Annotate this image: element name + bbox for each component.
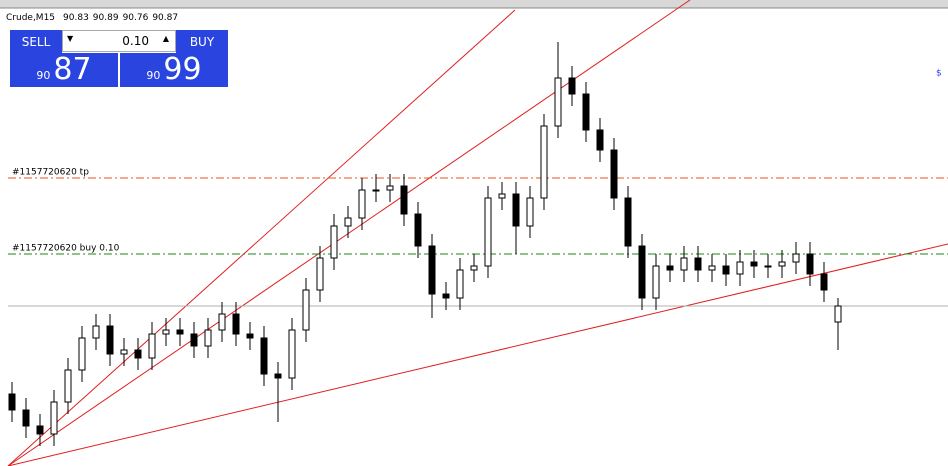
symbol: Crude,M15 (6, 13, 55, 23)
candle-body (610, 149, 618, 199)
candle-body (64, 369, 72, 403)
candle-body (246, 333, 254, 339)
order-label: #1157720620 tp (12, 168, 89, 178)
order-label: #1157720620 buy 0.10 (12, 244, 120, 254)
candle-body (680, 257, 688, 271)
candle-body (778, 261, 786, 267)
buy-price[interactable]: 90 99 (120, 53, 228, 87)
toolbar (0, 0, 948, 8)
candle-body (484, 197, 492, 267)
candle-body (554, 77, 562, 127)
candle-body (344, 217, 352, 227)
candle-body (694, 257, 702, 271)
lot-value: 0.10 (122, 34, 149, 48)
ohlc-value: 90.89 (93, 13, 119, 23)
candle-body (652, 265, 660, 299)
price-prefix: 90 (36, 69, 51, 82)
candle-body (806, 253, 814, 275)
sell-price[interactable]: 90 87 (10, 53, 118, 87)
trend-line (7, 243, 948, 466)
candle-body (834, 305, 842, 323)
candle-body (232, 313, 240, 335)
candle-body (218, 313, 226, 331)
candle-body (330, 225, 338, 259)
candle-body (148, 333, 156, 359)
candle-body (526, 197, 534, 227)
candle-body (316, 257, 324, 291)
candle-body (22, 409, 30, 427)
candle-body (204, 329, 212, 347)
candle-body (820, 273, 828, 291)
candle-body (624, 197, 632, 247)
trend-line (7, 9, 516, 466)
candle-body (358, 189, 366, 219)
candle-body (400, 185, 408, 215)
expert-icon[interactable]: $ (936, 69, 942, 79)
sell-button[interactable]: SELL (10, 30, 62, 53)
candle-body (750, 261, 758, 267)
candle-body (134, 349, 142, 359)
candle-body (596, 129, 604, 151)
candle-body (176, 329, 184, 335)
candle-body (372, 189, 380, 192)
lot-down[interactable]: ▼ (67, 34, 74, 43)
candle-body (50, 401, 58, 435)
ohlc-value: 90.87 (152, 13, 178, 23)
candle-body (78, 337, 86, 371)
candle-body (428, 245, 436, 295)
candle-body (442, 293, 450, 299)
candle-body (274, 373, 282, 379)
candle-body (106, 325, 114, 355)
price-pips: 99 (163, 52, 202, 87)
trend-line (7, 0, 691, 466)
candle-body (190, 333, 198, 347)
buy-button[interactable]: BUY (176, 30, 228, 53)
candle-body (708, 265, 716, 271)
ohlc-value: 90.83 (63, 13, 89, 23)
trade-panel: SELL ▼ 0.10 ▲ BUY 90 87 90 99 (10, 30, 228, 87)
candle-body (582, 93, 590, 131)
candle-body (302, 289, 310, 331)
candle-body (722, 265, 730, 275)
price-pips: 87 (53, 52, 92, 87)
candle-body (470, 265, 478, 271)
candle-body (288, 329, 296, 379)
candle-body (120, 349, 128, 355)
candle-body (92, 325, 100, 339)
candle-body (792, 253, 800, 263)
candle-body (456, 269, 464, 299)
candle-body (162, 329, 170, 335)
candle-body (36, 425, 44, 435)
candle-body (540, 125, 548, 199)
candle-body (512, 193, 520, 227)
lot-up[interactable]: ▲ (162, 34, 169, 43)
lot-field[interactable]: ▼ 0.10 ▲ (62, 30, 176, 52)
candle-body (260, 337, 268, 375)
chart-header: Crude,M15 90.83 90.89 90.76 90.87 (6, 13, 178, 23)
ohlc-value: 90.76 (123, 13, 149, 23)
candle-body (498, 193, 506, 199)
candle-body (666, 265, 674, 271)
candle-body (8, 393, 16, 411)
candle-body (568, 77, 576, 95)
candle-body (736, 261, 744, 275)
price-prefix: 90 (146, 69, 161, 82)
candle-body (764, 265, 772, 268)
candle-body (638, 245, 646, 299)
candle-body (414, 213, 422, 247)
candle-body (386, 185, 394, 191)
